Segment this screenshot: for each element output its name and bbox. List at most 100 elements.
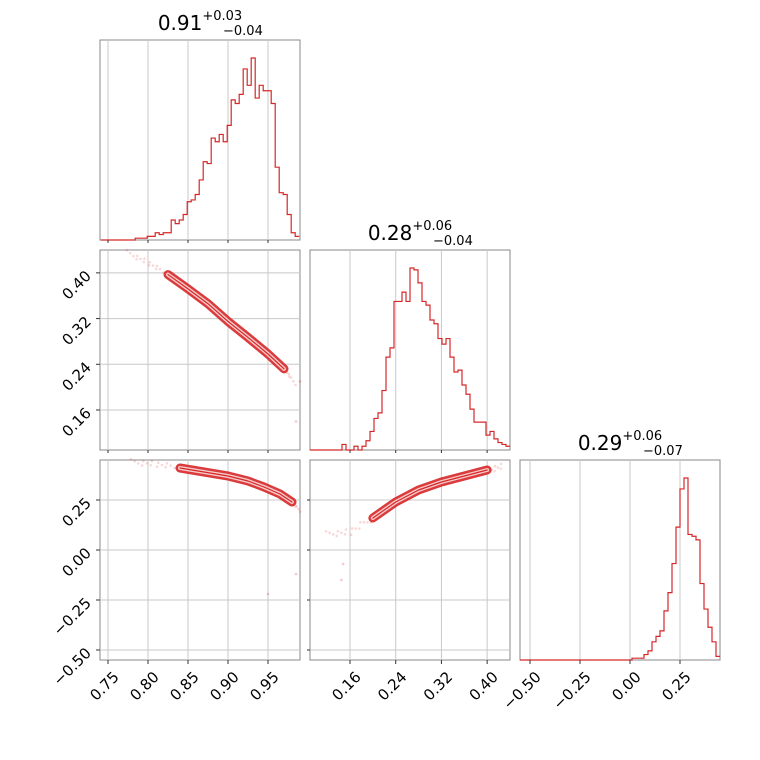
panel-frame xyxy=(309,249,511,451)
y-tick-label: −0.50 xyxy=(50,644,95,689)
contour-outer xyxy=(175,463,297,507)
sample-point xyxy=(287,372,291,376)
sample-point xyxy=(165,462,169,465)
sample-point xyxy=(354,527,358,530)
sample-point xyxy=(294,572,298,576)
sample-point xyxy=(499,467,503,471)
sample-point xyxy=(298,510,302,513)
x-tick-label: −0.50 xyxy=(500,668,545,713)
panel-2d-param1-param3 xyxy=(99,458,302,661)
sample-point xyxy=(139,257,142,261)
sample-point xyxy=(294,420,298,423)
contour-center xyxy=(179,467,293,503)
x-tick-label: 0.90 xyxy=(206,668,242,704)
sample-point xyxy=(137,462,140,465)
sample-point xyxy=(499,462,503,466)
sample-point xyxy=(142,260,146,264)
sample-point xyxy=(135,254,139,258)
title-param1: 0.91+0.03 xyxy=(158,9,242,35)
grid xyxy=(349,250,488,450)
histogram-param2 xyxy=(310,267,510,451)
y-tick-label: 0.16 xyxy=(58,404,94,440)
contour-inner xyxy=(166,272,286,371)
sample-point xyxy=(493,464,497,468)
sample-point xyxy=(148,260,152,264)
sample-point xyxy=(145,461,149,465)
x-tick-label: 0.40 xyxy=(466,668,502,704)
title-param2-minus: −0.04 xyxy=(433,234,473,249)
grid xyxy=(107,40,269,240)
panel-hist-param3: 0.29+0.06 −0.07 xyxy=(519,429,721,661)
x-tick-label: 0.00 xyxy=(608,668,644,704)
sample-point xyxy=(350,527,354,530)
sample-point xyxy=(294,383,297,387)
sample-point xyxy=(341,562,345,566)
sample-point xyxy=(298,380,302,383)
sample-point xyxy=(160,463,164,467)
x-tick-label: 0.80 xyxy=(126,668,162,704)
title-param1-minus: −0.04 xyxy=(223,24,263,39)
panel-frame xyxy=(309,459,511,661)
sample-point xyxy=(158,267,162,271)
sample-point xyxy=(132,254,135,258)
contours xyxy=(125,248,302,423)
panel-frame xyxy=(99,249,301,451)
sample-point xyxy=(151,264,155,267)
sample-point xyxy=(289,376,293,379)
sample-point xyxy=(344,528,348,531)
sample-point xyxy=(150,459,154,463)
title-param2: 0.28+0.06 xyxy=(368,219,452,245)
contours xyxy=(324,462,503,582)
y-tick-label: 0.24 xyxy=(58,358,94,394)
sample-point xyxy=(359,521,362,524)
sample-point xyxy=(335,534,339,538)
sample-point xyxy=(143,257,146,260)
sample-point xyxy=(357,527,361,530)
y-tick-label: 0.40 xyxy=(58,267,94,303)
sample-point xyxy=(155,264,159,268)
x-tick-label: 0.32 xyxy=(420,668,456,704)
histogram-param3 xyxy=(520,477,720,661)
sample-point xyxy=(135,257,138,261)
y-tick-label: 0.00 xyxy=(58,544,94,580)
contour-center xyxy=(167,273,285,370)
sample-point xyxy=(154,267,158,271)
panel-frame xyxy=(99,459,301,661)
sample-point xyxy=(133,460,136,463)
x-tick-label: 0.95 xyxy=(246,668,282,704)
panel-2d-param2-param3 xyxy=(309,459,511,661)
grid xyxy=(529,460,681,660)
title-param3-minus: −0.07 xyxy=(643,444,683,459)
x-tick-label: 0.25 xyxy=(658,668,694,704)
y-tick-label: −0.25 xyxy=(50,594,95,639)
panel-2d-param1-param2 xyxy=(99,248,302,451)
sample-point xyxy=(294,505,298,509)
sample-point xyxy=(295,504,298,508)
x-tick-label: 0.16 xyxy=(328,668,364,704)
sample-point xyxy=(287,375,291,378)
sample-point xyxy=(496,466,500,469)
grid xyxy=(100,460,300,660)
title-param3: 0.29+0.06 xyxy=(578,429,662,455)
sample-point xyxy=(297,507,300,511)
contour-outer xyxy=(368,465,492,523)
sample-point xyxy=(343,533,347,536)
sample-point xyxy=(366,521,369,524)
histogram-param1 xyxy=(100,57,300,241)
sample-point xyxy=(128,251,132,255)
sample-point xyxy=(340,578,343,582)
sample-point xyxy=(349,533,353,536)
sample-point xyxy=(266,592,270,596)
x-tick-label: −0.25 xyxy=(550,668,595,713)
sample-point xyxy=(141,459,145,463)
x-tick-label: 0.85 xyxy=(166,668,202,704)
sample-point xyxy=(156,461,160,465)
sample-point xyxy=(125,248,129,252)
sample-point xyxy=(331,533,335,536)
sample-point xyxy=(129,458,133,461)
sample-point xyxy=(328,531,331,535)
x-tick-label: 0.24 xyxy=(374,668,410,704)
sample-point xyxy=(493,469,496,473)
sample-point xyxy=(140,464,144,467)
